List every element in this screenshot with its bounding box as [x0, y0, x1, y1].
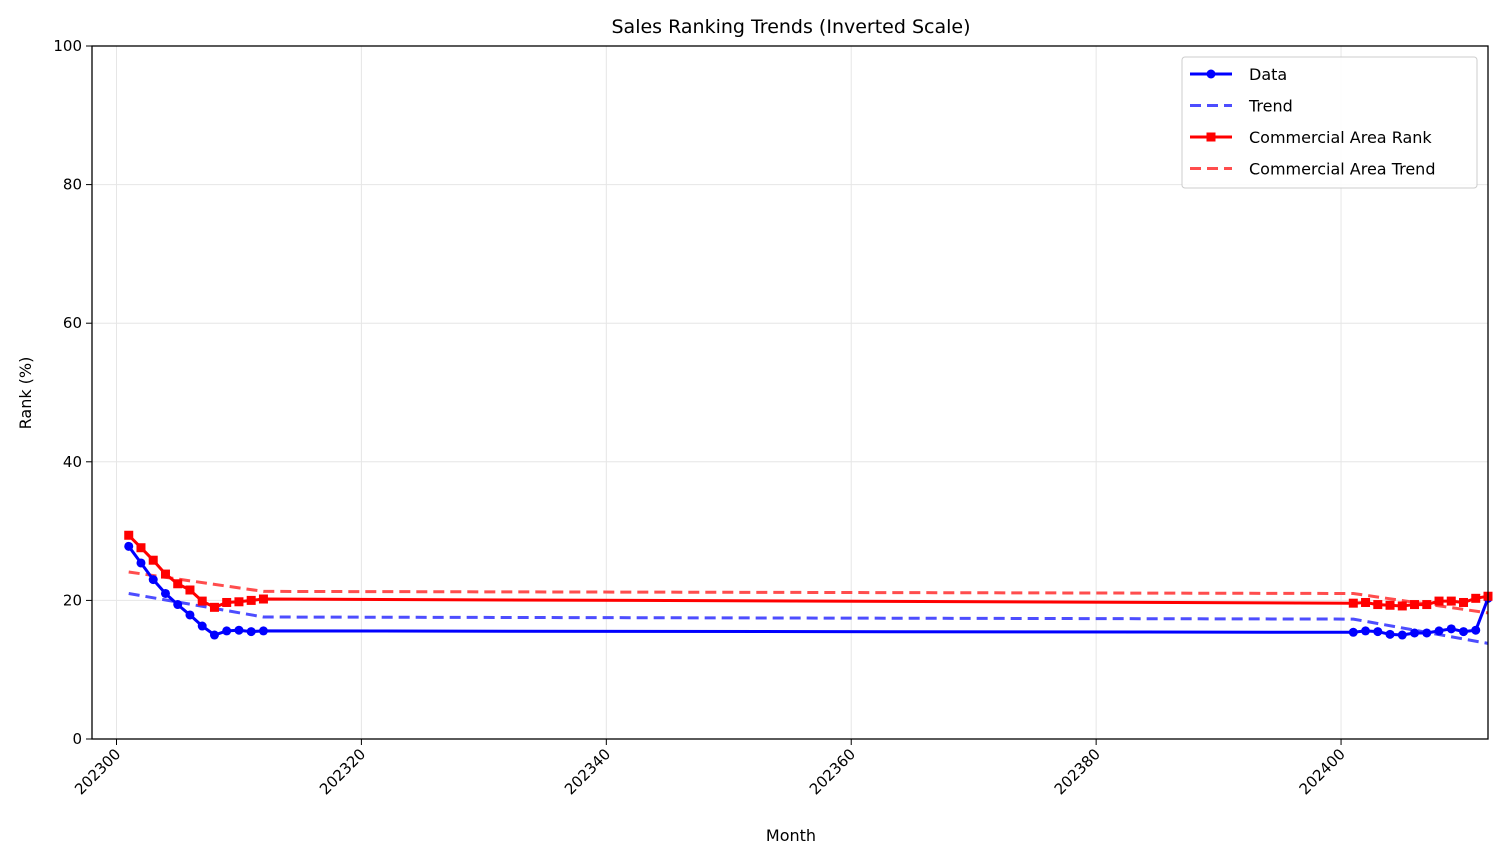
legend-item: Commercial Area Trend [1190, 160, 1435, 179]
data-point [1422, 600, 1432, 610]
data-point [209, 630, 219, 640]
x-axis-label: Month [766, 826, 816, 845]
data-point [1459, 627, 1469, 637]
data-point [124, 541, 134, 551]
x-tick-label: 202380 [1051, 745, 1104, 798]
data-point [1434, 626, 1444, 636]
x-tick-label: 202300 [71, 745, 124, 798]
axes: 202300 202320 202340 202360 202380 202400 0 20 4… [53, 37, 1349, 798]
x-tick-label: 202360 [806, 745, 859, 798]
legend-label: Data [1249, 65, 1287, 84]
data-point [222, 597, 232, 607]
data-point [197, 596, 207, 606]
data-point [1373, 600, 1383, 610]
legend-item: Commercial Area Rank [1190, 128, 1432, 147]
data-point [1348, 598, 1358, 608]
data-point [234, 625, 244, 635]
data-point [209, 602, 219, 612]
series-2 [124, 530, 1493, 612]
y-tick-label: 60 [63, 314, 82, 332]
series-1 [128, 592, 1489, 645]
data-point [1385, 600, 1395, 610]
legend-label: Commercial Area Trend [1249, 160, 1435, 179]
series-line [128, 570, 1489, 615]
data-point [258, 626, 268, 636]
y-tick-label: 40 [63, 453, 82, 471]
data-point [1459, 597, 1469, 607]
data-point [124, 530, 134, 540]
data-point [1348, 627, 1358, 637]
data-point [148, 575, 158, 585]
data-point [222, 626, 232, 636]
series-line [127, 534, 1489, 609]
data-point [1434, 596, 1444, 606]
legend-label: Commercial Area Rank [1249, 128, 1432, 147]
series-line [128, 592, 1489, 645]
data-point [173, 600, 183, 610]
chart-title: Sales Ranking Trends (Inverted Scale) [611, 16, 970, 38]
series-3 [128, 570, 1489, 615]
data-point [1361, 626, 1371, 636]
y-tick-label: 100 [53, 37, 82, 55]
data-point [1410, 600, 1420, 610]
legend-marker [1206, 132, 1216, 142]
legend-item: Trend [1190, 97, 1293, 116]
data-point [136, 558, 146, 568]
data-point [1471, 625, 1481, 635]
data-point [136, 543, 146, 553]
data-point [1373, 627, 1383, 637]
y-tick-label: 20 [63, 591, 82, 609]
data-point [1410, 628, 1420, 638]
data-point [246, 627, 256, 637]
data-point [1471, 593, 1481, 603]
x-tick-label: 202320 [316, 745, 369, 798]
data-point [1385, 629, 1395, 639]
legend-marker [1206, 69, 1216, 79]
plot-series [124, 530, 1493, 645]
data-point [185, 610, 195, 620]
legend-item: Data [1190, 65, 1287, 84]
data-point [197, 621, 207, 631]
data-point [160, 569, 170, 579]
data-point [258, 594, 268, 604]
data-point [185, 585, 195, 595]
data-point [160, 588, 170, 598]
data-point [1422, 628, 1432, 638]
legend: Data Trend Commercial Area Rank Commercial … [1181, 56, 1478, 189]
x-tick-label: 202400 [1296, 745, 1349, 798]
y-tick-label: 0 [72, 730, 82, 748]
data-point [173, 579, 183, 589]
data-point [1397, 601, 1407, 611]
data-point [1361, 597, 1371, 607]
legend-box [1181, 56, 1478, 189]
data-point [246, 595, 256, 605]
series-0 [124, 541, 1493, 640]
data-point [1397, 630, 1407, 640]
plot-frame [91, 45, 1489, 740]
data-point [1446, 596, 1456, 606]
legend-label: Trend [1248, 97, 1293, 116]
y-axis-label: Rank (%) [16, 357, 35, 430]
data-point [148, 555, 158, 565]
data-point [1446, 624, 1456, 634]
x-tick-label: 202340 [561, 745, 614, 798]
data-point [234, 597, 244, 607]
y-tick-label: 80 [63, 176, 82, 194]
